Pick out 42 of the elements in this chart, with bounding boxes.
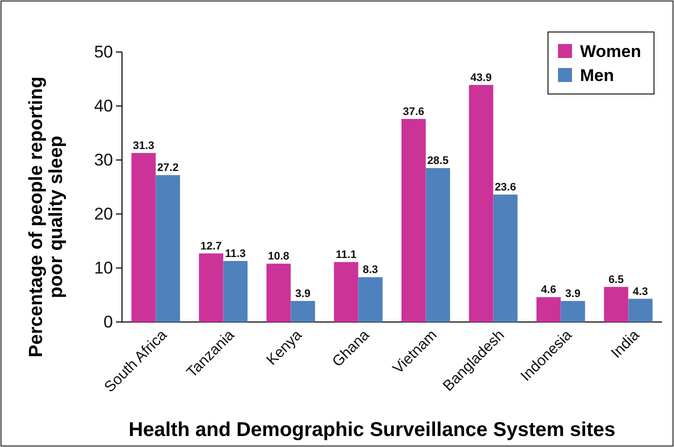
bar	[468, 84, 494, 322]
bar	[628, 298, 653, 322]
bar	[290, 300, 316, 322]
bar	[358, 277, 383, 322]
data-label: 4.6	[540, 284, 556, 296]
bar	[426, 168, 450, 322]
data-label: 4.3	[632, 286, 648, 298]
data-label: 6.5	[608, 274, 624, 286]
data-label: 43.9	[470, 72, 492, 84]
data-label: 11.1	[336, 249, 357, 262]
bar	[493, 194, 518, 322]
bar	[156, 175, 180, 322]
y-tick-label: 20	[94, 204, 113, 224]
x-axis-title: Health and Demographic Surveillance System sites	[128, 419, 616, 441]
bar	[266, 264, 291, 322]
y-tick-label: 10	[94, 258, 113, 278]
data-label: 3.9	[565, 288, 581, 300]
y-tick-label: 40	[94, 96, 113, 116]
bar	[560, 300, 586, 322]
data-label: 8.3	[362, 264, 378, 276]
data-label: 11.3	[224, 248, 246, 260]
data-label: 37.6	[402, 106, 424, 118]
bar	[401, 118, 426, 322]
data-label: 23.6	[494, 182, 516, 194]
y-tick-label: 50	[94, 42, 113, 62]
bar	[198, 253, 224, 322]
data-label: 28.5	[427, 155, 449, 168]
y-axis-title: Percentage of people reporting poor quality sleep	[26, 76, 68, 358]
bar	[604, 286, 628, 322]
data-label: 10.8	[268, 250, 290, 263]
y-tick-label: 0	[104, 312, 113, 332]
bar	[334, 262, 358, 322]
bar	[131, 152, 156, 322]
legend-label: Men	[580, 66, 614, 85]
bar	[223, 260, 248, 322]
legend-label: Women	[580, 42, 642, 61]
bar	[536, 297, 561, 322]
data-label: 31.3	[132, 140, 154, 152]
data-label: 3.9	[295, 288, 311, 300]
data-label: 12.7	[200, 240, 222, 252]
y-tick-label: 30	[94, 150, 113, 170]
data-label: 27.2	[157, 162, 179, 174]
